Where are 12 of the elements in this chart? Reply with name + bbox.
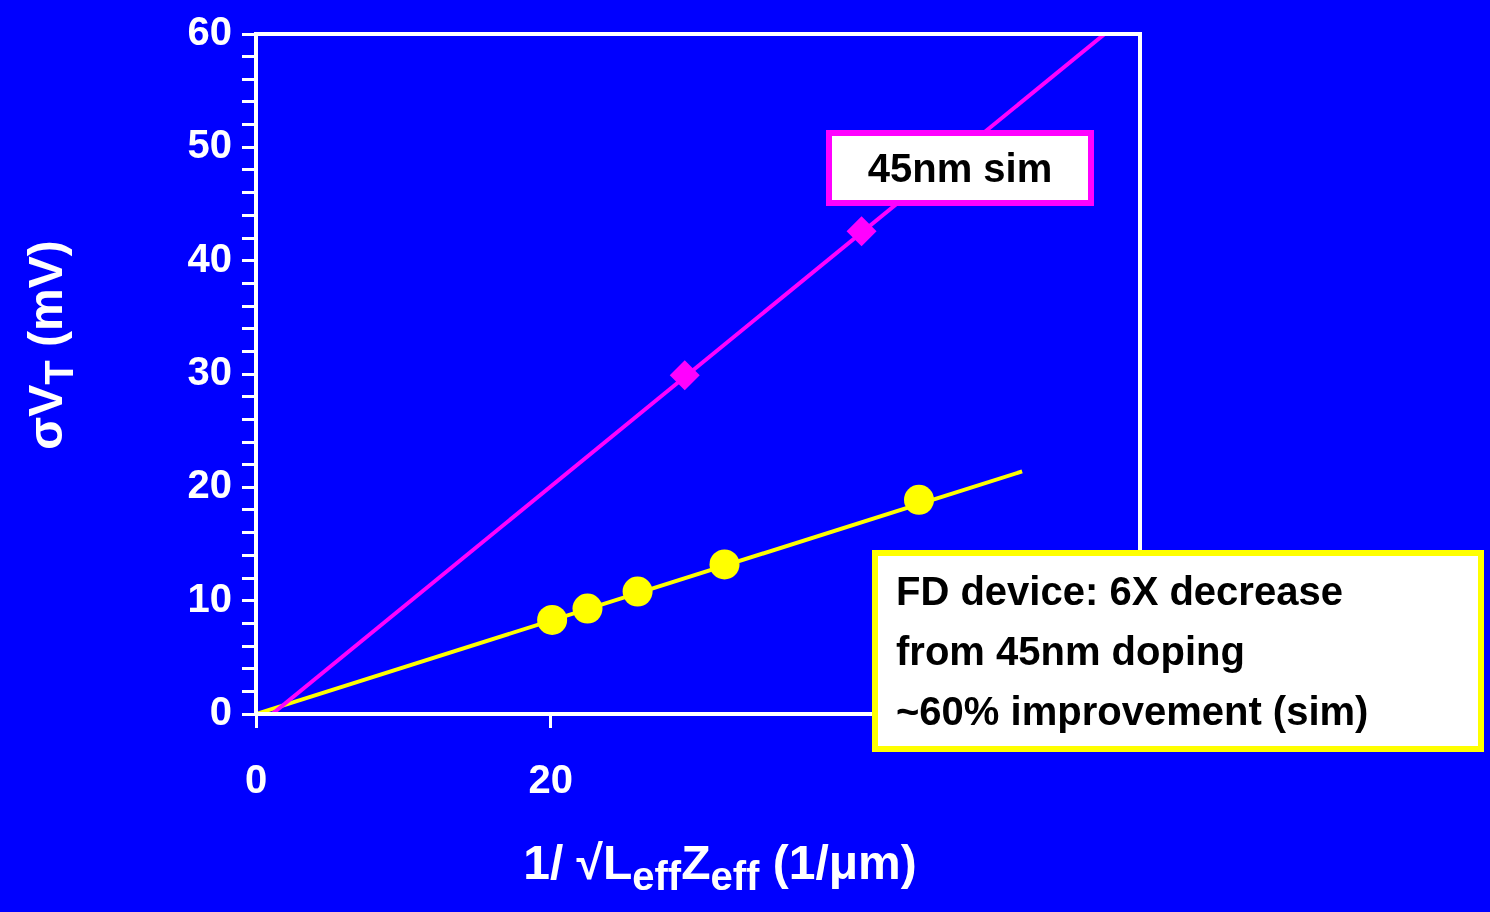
y-tick-label: 40 bbox=[187, 235, 232, 280]
y-tick-label: 60 bbox=[187, 9, 232, 54]
y-tick-label: 10 bbox=[187, 575, 232, 620]
text-callout: FD device: 6X decrease from 45nm doping ~60% improvement (sim) bbox=[872, 550, 1484, 752]
y-tick-label: 50 bbox=[187, 122, 232, 167]
annotation: 45nm sim bbox=[867, 145, 1053, 192]
y-tick-label: 0 bbox=[209, 689, 232, 734]
annotation: FD device: 6X decrease from 45nm doping ~60% improvement (sim) bbox=[896, 568, 1369, 735]
y-tick-label: 20 bbox=[187, 462, 232, 507]
y-tick-label: 30 bbox=[187, 349, 232, 394]
x-axis-title: 1/ √L$_{eff}$Z$_{eff}$ (1/μm) bbox=[522, 835, 918, 899]
text-callout: 45nm sim bbox=[826, 130, 1094, 206]
